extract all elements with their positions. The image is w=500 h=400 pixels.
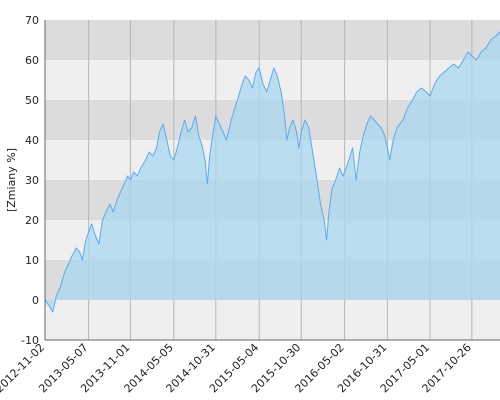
y-tick-label: 50 bbox=[25, 94, 39, 107]
y-tick-label: 70 bbox=[25, 14, 39, 27]
plot-band bbox=[45, 300, 500, 340]
plot-band bbox=[45, 20, 500, 60]
series-group bbox=[44, 31, 500, 313]
y-tick-label: 40 bbox=[25, 134, 39, 147]
x-tick-labels: 2012-11-022013-05-072013-11-012014-05-05… bbox=[0, 341, 474, 395]
y-axis-label: [Zmiany %] bbox=[5, 148, 18, 212]
y-tick-label: -10 bbox=[21, 334, 39, 347]
y-tick-label: 20 bbox=[25, 214, 39, 227]
series-area bbox=[45, 32, 500, 312]
y-tick-label: 10 bbox=[25, 254, 39, 267]
y-tick-label: 60 bbox=[25, 54, 39, 67]
axes bbox=[44, 20, 500, 341]
series-line bbox=[44, 31, 500, 313]
y-tick-labels: -10 0 10 20 30 40 50 60 70 bbox=[21, 14, 39, 347]
y-tick-label: 30 bbox=[25, 174, 39, 187]
y-tick-label: 0 bbox=[32, 294, 39, 307]
